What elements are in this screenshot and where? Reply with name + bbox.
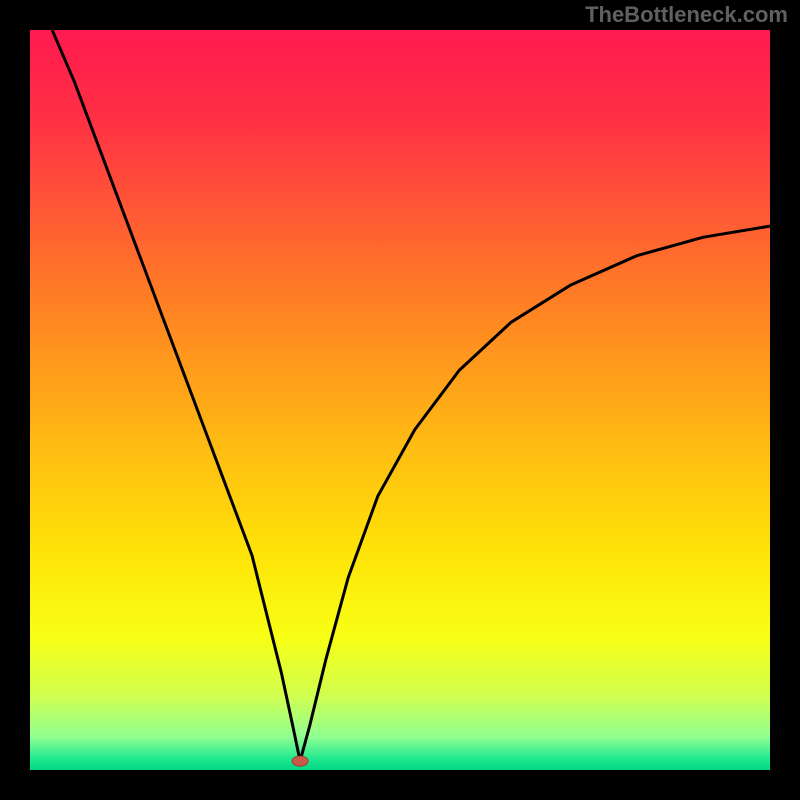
chart-container: TheBottleneck.com (0, 0, 800, 800)
optimal-point-marker (292, 756, 308, 766)
gradient-background (30, 30, 770, 770)
watermark-text: TheBottleneck.com (585, 2, 788, 28)
chart-svg (30, 30, 770, 770)
plot-area (30, 30, 770, 770)
